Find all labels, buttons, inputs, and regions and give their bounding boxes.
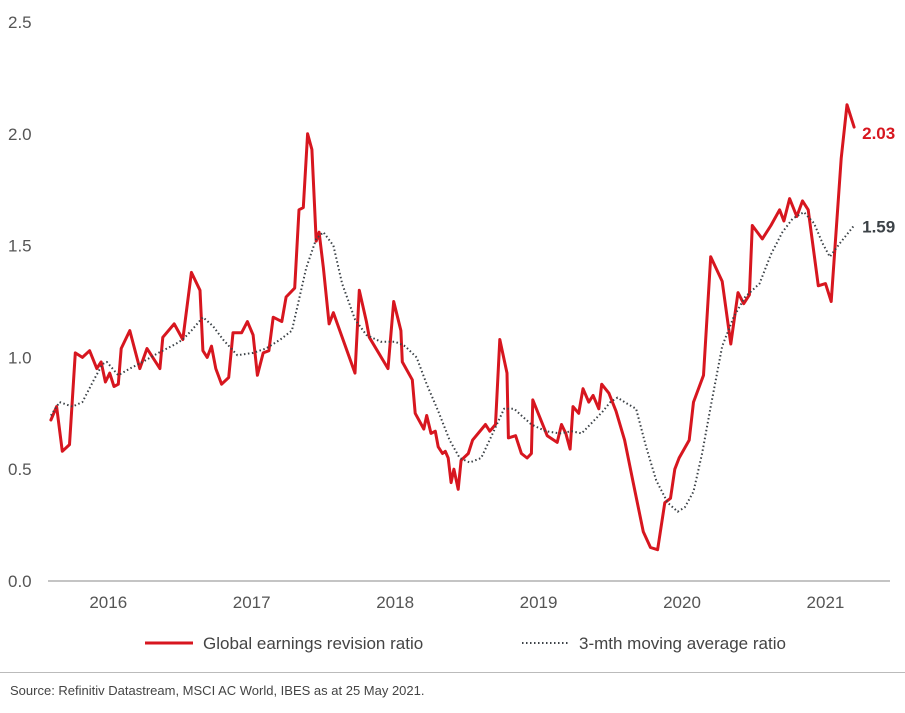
legend: Global earnings revision ratio 3-mth mov… xyxy=(145,634,786,653)
line-chart: 0.00.51.01.52.02.5 2016 2017 2018 2019 2020 2… xyxy=(8,13,895,653)
y-tick-label: 1.0 xyxy=(8,348,32,367)
x-tick-label: 2019 xyxy=(520,593,558,612)
x-axis-ticks: 2016 2017 2018 2019 2020 2021 xyxy=(89,593,844,612)
x-tick-label: 2021 xyxy=(807,593,845,612)
series-line-moving-average xyxy=(50,211,855,513)
y-axis-ticks: 0.0 0.5 1.0 1.5 2.0 2.5 xyxy=(8,13,32,591)
series-line-revision-ratio xyxy=(49,103,856,552)
legend-label-revision-ratio: Global earnings revision ratio xyxy=(203,634,423,653)
end-label-revision-ratio: 2.03 xyxy=(862,124,895,143)
end-labels: 2.03 1.59 xyxy=(862,124,895,236)
x-tick-label: 2016 xyxy=(89,593,127,612)
x-tick-label: 2018 xyxy=(376,593,414,612)
y-tick-label: 0.0 xyxy=(8,572,32,591)
series-layer xyxy=(49,103,856,552)
y-tick-label: 0.5 xyxy=(8,460,32,479)
source-divider xyxy=(0,672,905,673)
x-tick-label: 2020 xyxy=(663,593,701,612)
end-label-moving-average: 1.59 xyxy=(862,217,895,236)
y-tick-label: 2.5 xyxy=(8,13,32,32)
y-tick-label: 1.5 xyxy=(8,237,32,256)
x-tick-label: 2017 xyxy=(233,593,271,612)
legend-label-moving-average: 3-mth moving average ratio xyxy=(579,634,786,653)
y-tick-label: 2.0 xyxy=(8,125,32,144)
source-note: Source: Refinitiv Datastream, MSCI AC Wo… xyxy=(10,683,425,698)
